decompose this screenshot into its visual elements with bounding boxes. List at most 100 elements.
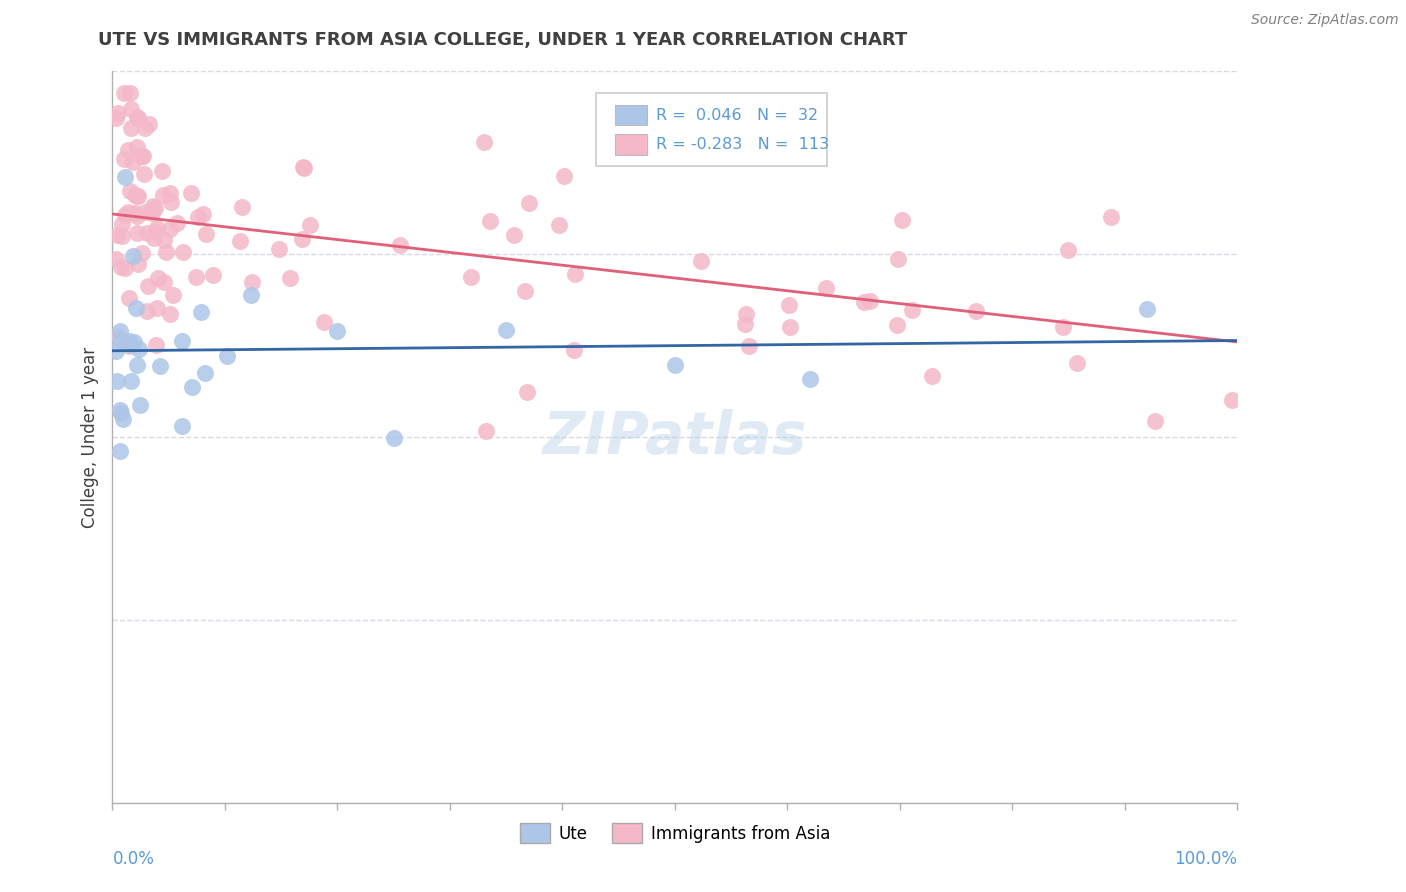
Point <box>117 143 139 157</box>
Point <box>191 207 214 221</box>
Point <box>110 260 132 274</box>
Point <box>127 112 149 126</box>
Point <box>815 280 838 294</box>
Point <box>187 210 209 224</box>
Point <box>146 270 169 285</box>
Point <box>128 343 150 357</box>
Point <box>118 339 141 353</box>
Point <box>515 284 537 298</box>
Text: Source: ZipAtlas.com: Source: ZipAtlas.com <box>1251 13 1399 28</box>
Point <box>127 139 149 153</box>
Point <box>152 187 174 202</box>
Point <box>478 214 501 228</box>
Point <box>150 164 173 178</box>
Point <box>146 220 169 235</box>
Point <box>162 288 184 302</box>
Text: UTE VS IMMIGRANTS FROM ASIA COLLEGE, UNDER 1 YEAR CORRELATION CHART: UTE VS IMMIGRANTS FROM ASIA COLLEGE, UND… <box>98 31 908 49</box>
Point <box>170 334 193 349</box>
Point <box>312 315 335 329</box>
Point <box>1220 392 1243 407</box>
Point <box>460 269 482 284</box>
Point <box>110 217 132 231</box>
Point <box>143 230 166 244</box>
Point <box>138 117 160 131</box>
Point <box>131 149 153 163</box>
Point <box>562 343 585 358</box>
Point <box>181 380 204 394</box>
Point <box>159 222 181 236</box>
Point <box>887 252 910 267</box>
Point <box>921 368 943 383</box>
Point <box>194 367 217 381</box>
Point <box>965 303 987 318</box>
Point <box>517 195 540 210</box>
Point <box>382 431 405 445</box>
Point <box>240 288 263 302</box>
Point <box>859 293 882 308</box>
Point <box>107 106 129 120</box>
Point <box>149 359 172 373</box>
Point <box>170 418 193 433</box>
Point <box>136 279 159 293</box>
Point <box>110 444 132 458</box>
Point <box>326 324 349 338</box>
Point <box>121 155 143 169</box>
Y-axis label: College, Under 1 year: College, Under 1 year <box>80 346 98 528</box>
Point <box>779 320 801 334</box>
Point <box>135 227 157 241</box>
Point <box>278 271 301 285</box>
Point <box>735 307 758 321</box>
Point <box>778 298 800 312</box>
Point <box>111 228 134 243</box>
Point <box>134 204 156 219</box>
Point <box>105 112 128 126</box>
Point <box>472 135 495 149</box>
Point <box>114 170 136 185</box>
Point <box>1099 211 1122 225</box>
Point <box>105 375 128 389</box>
Point <box>1066 356 1088 370</box>
Point <box>269 242 291 256</box>
Point <box>120 103 142 117</box>
Point <box>160 195 183 210</box>
Point <box>131 245 153 260</box>
Point <box>128 398 150 412</box>
Point <box>292 160 315 174</box>
Point <box>143 201 166 215</box>
Point <box>125 301 148 316</box>
Point <box>118 185 141 199</box>
Point <box>112 152 135 166</box>
Point <box>114 208 136 222</box>
Point <box>108 325 131 339</box>
Text: 0.0%: 0.0% <box>112 850 155 868</box>
Text: 100.0%: 100.0% <box>1174 850 1237 868</box>
Point <box>124 187 146 202</box>
Point <box>118 334 141 348</box>
Point <box>799 371 821 385</box>
Point <box>215 349 238 363</box>
Point <box>105 227 128 242</box>
Point <box>734 318 756 332</box>
Point <box>195 227 218 241</box>
Point <box>145 337 167 351</box>
Point <box>127 210 149 224</box>
Point <box>495 323 517 337</box>
Point <box>738 339 761 353</box>
Point <box>139 205 162 219</box>
Point <box>134 121 156 136</box>
Point <box>166 216 188 230</box>
Text: ZIPatlas: ZIPatlas <box>543 409 807 466</box>
Point <box>240 275 263 289</box>
Point <box>143 225 166 239</box>
Point <box>202 268 225 283</box>
Point <box>299 219 322 233</box>
Point <box>124 206 146 220</box>
Point <box>125 111 148 125</box>
Point <box>890 213 912 227</box>
Legend: Ute, Immigrants from Asia: Ute, Immigrants from Asia <box>513 817 837 849</box>
Bar <box>616 105 647 126</box>
Point <box>516 384 538 399</box>
Point <box>120 375 142 389</box>
Point <box>502 227 524 242</box>
Point <box>112 87 135 101</box>
